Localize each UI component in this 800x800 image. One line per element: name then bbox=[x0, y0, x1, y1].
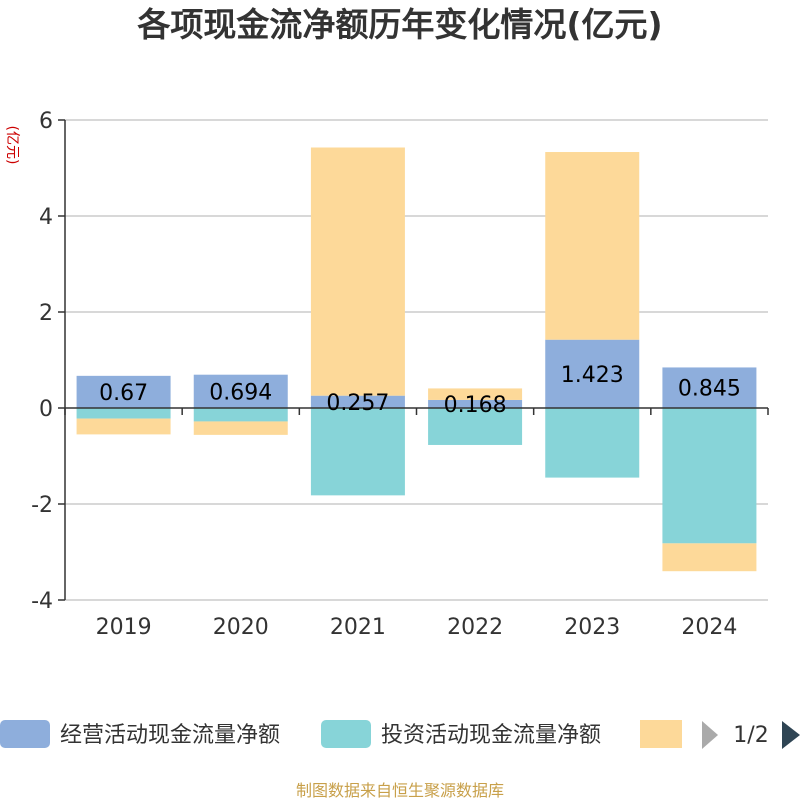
x-tick-label: 2022 bbox=[447, 615, 503, 640]
axes: 6 4 2 0 -2 -4 2019 2020 2021 2022 2023 2024 bbox=[31, 109, 769, 640]
bar-segment[interactable] bbox=[310, 408, 405, 496]
x-tick-label: 2020 bbox=[213, 615, 269, 640]
gridlines bbox=[65, 119, 768, 601]
data-label: 1.423 bbox=[561, 363, 624, 388]
bar-segment[interactable] bbox=[310, 147, 405, 396]
legend-item-investing[interactable]: 投资活动现金流量净额 bbox=[321, 720, 601, 748]
legend-next-page-arrow-icon[interactable] bbox=[782, 721, 800, 749]
data-label: 0.257 bbox=[326, 391, 389, 416]
bar-segment[interactable] bbox=[662, 543, 757, 572]
y-tick-label: -4 bbox=[31, 589, 53, 614]
y-tick-label: 0 bbox=[39, 397, 53, 422]
bar-segment[interactable] bbox=[428, 399, 523, 408]
y-tick-label: 4 bbox=[39, 205, 53, 230]
chart-title: 各项现金流净额历年变化情况(亿元) bbox=[136, 5, 662, 44]
data-label: 0.694 bbox=[209, 380, 272, 405]
y-tick-label: 2 bbox=[39, 301, 53, 326]
x-tick-label: 2024 bbox=[681, 615, 737, 640]
bar-segment[interactable] bbox=[76, 408, 171, 419]
x-tick-label: 2019 bbox=[96, 615, 152, 640]
legend-label-investing: 投资活动现金流量净额 bbox=[381, 723, 601, 748]
legend-page-indicator: 1/2 bbox=[733, 723, 768, 748]
bars bbox=[76, 147, 757, 572]
data-label: 0.168 bbox=[444, 393, 507, 418]
bar-segment[interactable] bbox=[545, 152, 640, 340]
data-label: 0.845 bbox=[678, 377, 741, 402]
legend: 经营活动现金流量净额 投资活动现金流量净额 1/2 bbox=[0, 720, 800, 749]
legend-swatch-operating bbox=[0, 720, 50, 748]
data-labels: 0.67 0.694 0.257 0.168 1.423 0.845 bbox=[99, 363, 741, 418]
legend-swatch-financing bbox=[640, 720, 682, 748]
legend-item-financing[interactable] bbox=[640, 720, 682, 748]
legend-swatch-investing bbox=[321, 720, 371, 748]
x-tick-label: 2023 bbox=[564, 615, 620, 640]
bar-segment[interactable] bbox=[662, 367, 757, 408]
bar-segment[interactable] bbox=[662, 408, 757, 544]
bar-segment[interactable] bbox=[428, 408, 523, 445]
data-source-note: 制图数据来自恒生聚源数据库 bbox=[296, 781, 504, 800]
bar-segment[interactable] bbox=[76, 375, 171, 408]
data-label: 0.67 bbox=[99, 381, 148, 406]
legend-item-operating[interactable]: 经营活动现金流量净额 bbox=[0, 720, 280, 748]
bar-segment[interactable] bbox=[193, 408, 288, 422]
x-tick-label: 2021 bbox=[330, 615, 386, 640]
bar-segment[interactable] bbox=[310, 395, 405, 408]
bar-segment[interactable] bbox=[193, 421, 288, 435]
bar-segment[interactable] bbox=[193, 374, 288, 408]
legend-prev-page-arrow-icon[interactable] bbox=[702, 721, 718, 749]
bar-segment[interactable] bbox=[545, 408, 640, 478]
legend-label-operating: 经营活动现金流量净额 bbox=[60, 723, 280, 748]
bar-segment[interactable] bbox=[428, 388, 523, 400]
y-axis-unit: (亿元) bbox=[4, 126, 20, 165]
y-tick-label: 6 bbox=[39, 109, 53, 134]
bar-segment[interactable] bbox=[76, 418, 171, 435]
y-tick-label: -2 bbox=[31, 493, 53, 518]
bar-segment[interactable] bbox=[545, 339, 640, 408]
